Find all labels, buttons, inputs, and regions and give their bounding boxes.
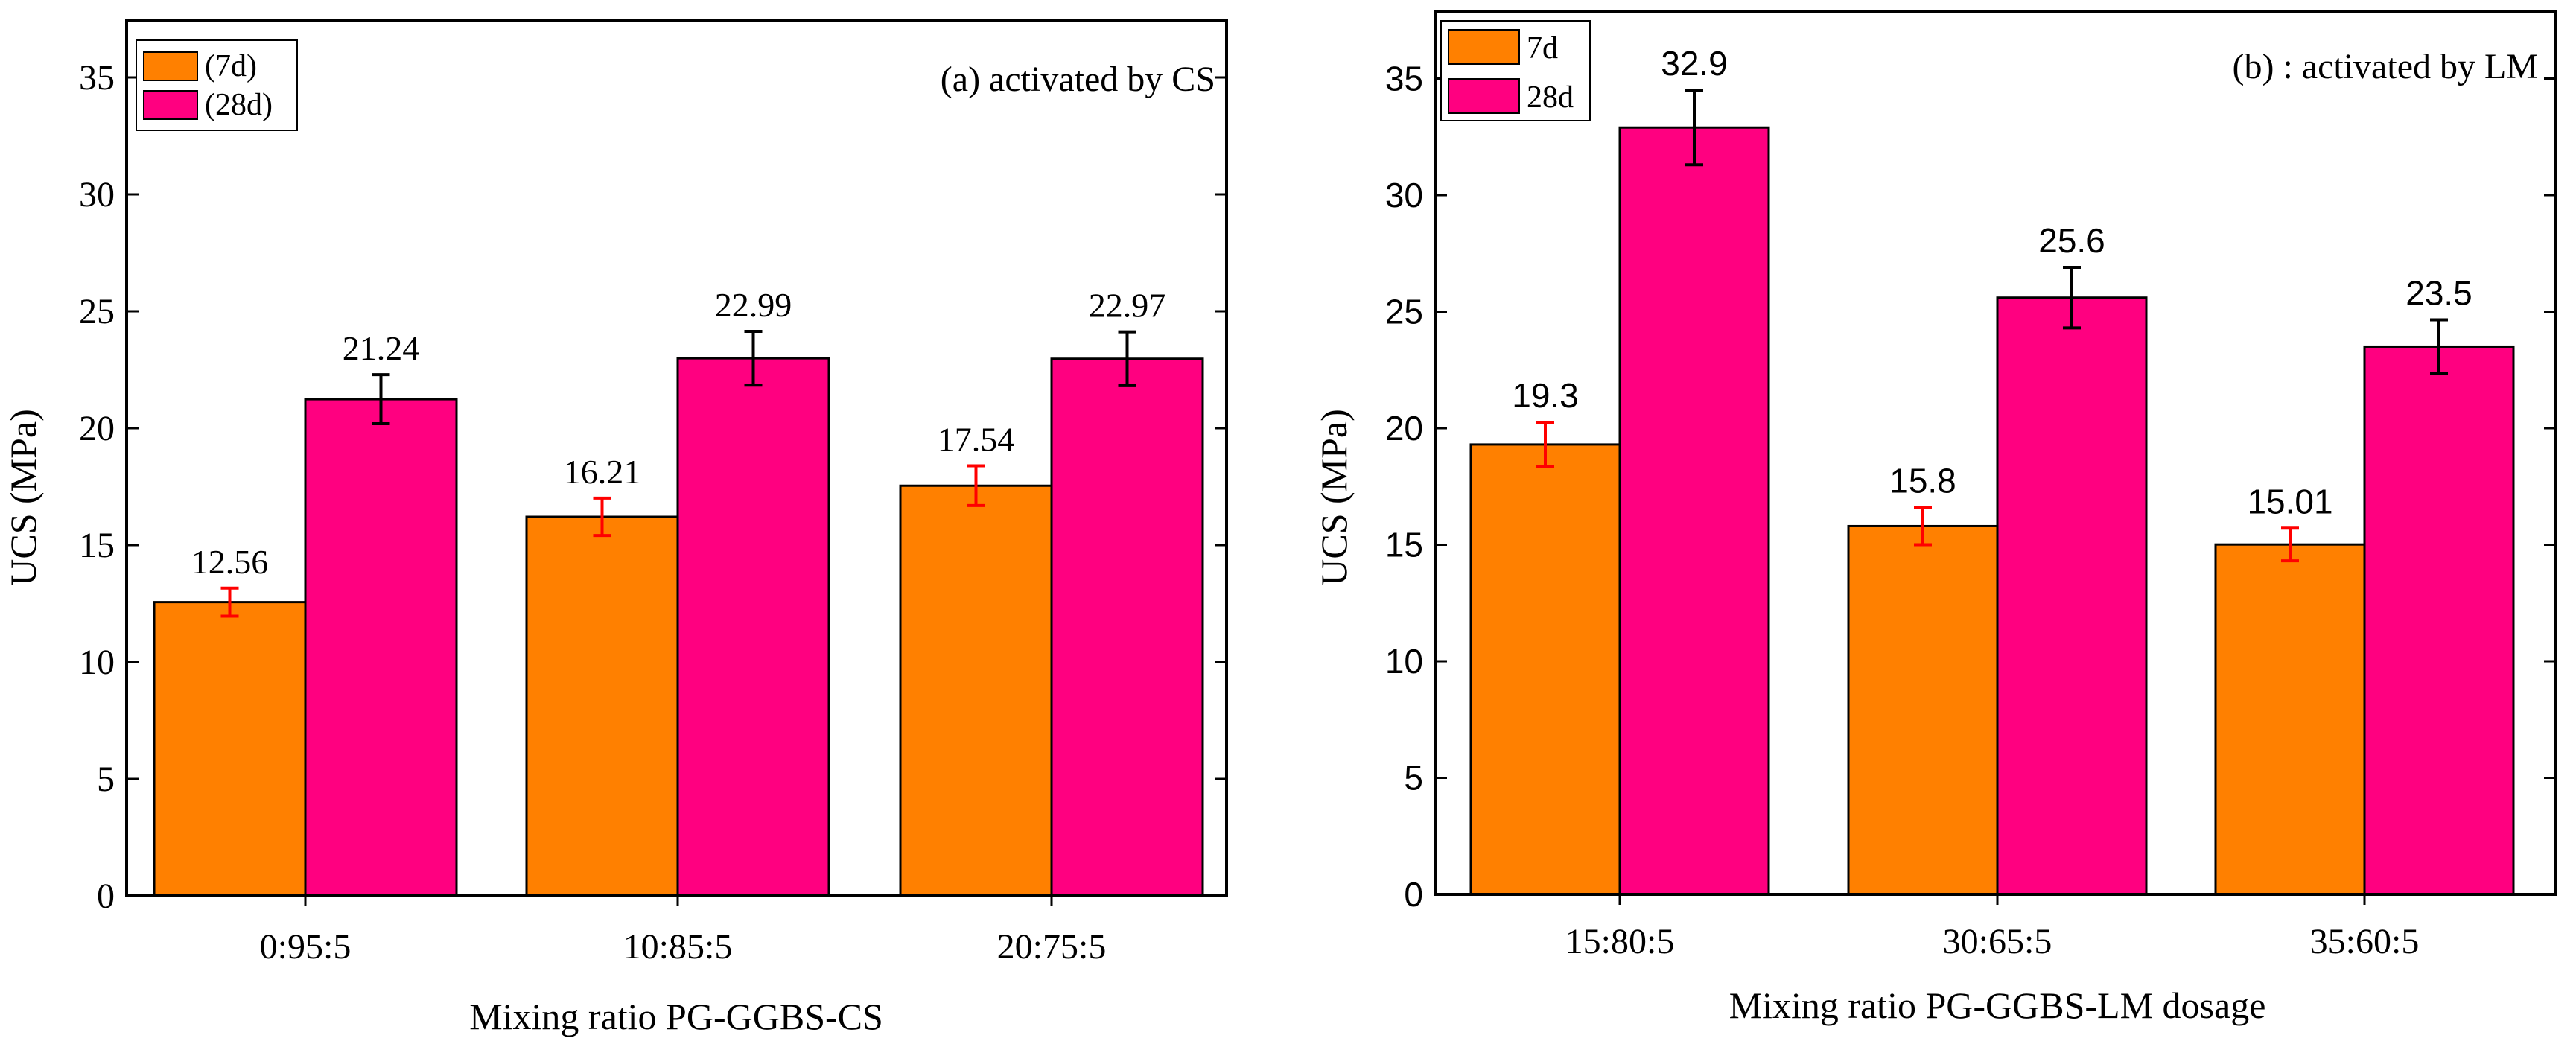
panel-b-ylabel: UCS (MPa) [1313, 409, 1355, 586]
panel-b-bar-28d-2 [2363, 345, 2515, 896]
panel-a-bar-7d-1 [525, 515, 679, 897]
panel-b: UCS (MPa) Mixing ratio PG-GGBS-LM dosage… [1313, 10, 2557, 1026]
panel-b-xlabel: Mixing ratio PG-GGBS-LM dosage [1729, 984, 2266, 1026]
panel-a-legend-swatch-28d [143, 90, 198, 120]
panel-a-frame [125, 19, 1228, 897]
panel-a: UCS (MPa) Mixing ratio PG-GGBS-CS 0 5 10 15… [2, 19, 1228, 1037]
panel-a-legend-swatch-7d [143, 51, 198, 81]
panel-b-frame [1434, 10, 2557, 896]
panel-a-legend: (7d) (28d) [136, 39, 298, 131]
panel-b-legend: 7d 28d [1440, 20, 1591, 121]
panel-a-category-label-0: 0:95:5 [260, 927, 352, 967]
panel-b-value-label-28d-0: 32.9 [1661, 44, 1728, 83]
panel-b-ytick-label-20: 20 [1385, 409, 1423, 448]
panel-b-ytick-label-0: 0 [1404, 875, 1423, 914]
panel-b-ytick-label-35: 35 [1385, 60, 1423, 98]
panel-b-ytick-label-30: 30 [1385, 176, 1423, 214]
panel-b-ytick-label-25: 25 [1385, 293, 1423, 331]
panel-a-value-label-7d-0: 12.56 [191, 543, 269, 581]
panel-b-category-label-1: 30:65:5 [1943, 922, 2052, 961]
panel-a-plot: 0 5 10 15 20 25 30 35 0:95:5 12.56 21.24 10:85:5 16.… [79, 58, 1227, 967]
panel-b-value-label-7d-2: 15.01 [2247, 482, 2332, 521]
panel-a-ylabel: UCS (MPa) [2, 409, 44, 586]
panel-a-ytick-label-20: 20 [79, 409, 115, 448]
panel-b-legend-swatch-28d [1448, 78, 1520, 114]
panel-a-value-label-7d-1: 16.21 [564, 453, 641, 491]
panel-a-bar-28d-2 [1050, 357, 1204, 897]
panel-a-value-label-28d-0: 21.24 [343, 329, 420, 367]
panel-a-ytick-label-25: 25 [79, 292, 115, 331]
panel-a-xlabel: Mixing ratio PG-GGBS-CS [469, 996, 883, 1037]
panel-a-value-label-28d-2: 22.97 [1089, 287, 1166, 325]
panel-a-category-label-1: 10:85:5 [623, 927, 733, 967]
panel-a-ytick-label-30: 30 [79, 175, 115, 214]
panel-a-ytick-label-0: 0 [97, 876, 115, 916]
panel-b-legend-swatch-7d [1448, 29, 1520, 65]
panel-b-value-label-28d-2: 23.5 [2405, 273, 2472, 312]
panel-b-value-label-28d-1: 25.6 [2038, 221, 2105, 260]
panel-b-bar-28d-0 [1618, 126, 1770, 896]
panel-b-bar-7d-1 [1847, 524, 1999, 896]
panel-a-legend-label-28d: (28d) [205, 88, 273, 122]
panel-b-category-label-2: 35:60:5 [2310, 922, 2420, 961]
panel-b-bar-28d-1 [1996, 296, 2148, 896]
panel-b-title: (b) : activated by LM [2232, 47, 2538, 86]
panel-b-legend-label-28d: 28d [1527, 80, 1574, 115]
panel-a-ytick-label-15: 15 [79, 526, 115, 565]
panel-b-category-label-0: 15:80:5 [1565, 922, 1675, 961]
panel-a-value-label-28d-1: 22.99 [715, 286, 792, 324]
panel-b-plot: 0 5 10 15 20 25 30 35 15:80:5 19.3 32.9 30:65:5 15.8… [1385, 44, 2556, 961]
panel-a-bar-7d-2 [899, 484, 1053, 897]
panel-a-bar-7d-0 [153, 601, 307, 897]
panel-b-bar-7d-0 [1469, 443, 1621, 896]
panel-b-ytick-label-5: 5 [1404, 759, 1423, 798]
panel-b-ytick-label-15: 15 [1385, 526, 1423, 564]
panel-a-category-label-2: 20:75:5 [997, 927, 1107, 967]
panel-a-ytick-label-10: 10 [79, 643, 115, 682]
panel-a-legend-label-7d: (7d) [205, 49, 257, 83]
panel-a-ytick-label-5: 5 [97, 760, 115, 799]
panel-a-bar-28d-0 [304, 398, 458, 897]
panel-b-legend-label-7d: 7d [1527, 31, 1558, 66]
panel-b-value-label-7d-0: 19.3 [1512, 376, 1579, 415]
panel-a-title: (a) activated by CS [941, 60, 1215, 99]
panel-b-bar-7d-2 [2214, 543, 2366, 896]
panel-a-ytick-label-35: 35 [79, 58, 115, 98]
panel-b-value-label-7d-1: 15.8 [1889, 461, 1956, 500]
panel-a-bar-28d-1 [676, 357, 830, 897]
panel-a-value-label-7d-2: 17.54 [938, 421, 1015, 459]
panel-b-ytick-label-10: 10 [1385, 642, 1423, 681]
